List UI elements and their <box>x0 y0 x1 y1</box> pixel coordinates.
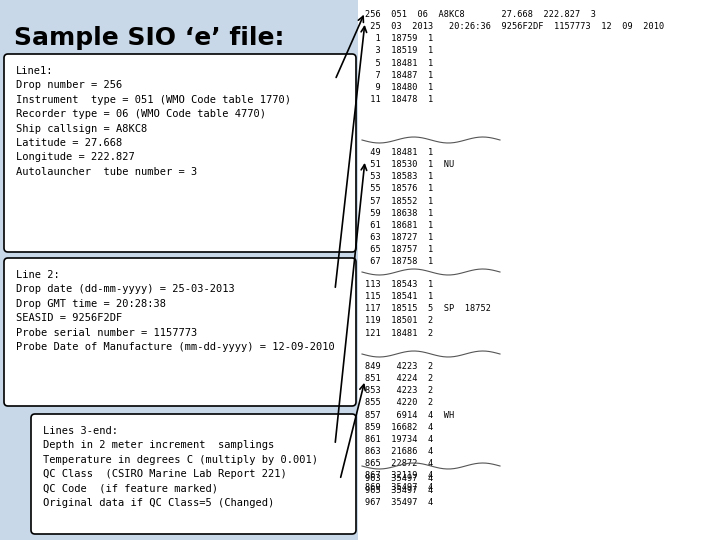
Text: Line1:
Drop number = 256
Instrument  type = 051 (WMO Code table 1770)
Recorder t: Line1: Drop number = 256 Instrument type… <box>16 66 291 177</box>
Text: 256  051  06  A8KC8       27.668  222.827  3
 25  03  2013   20:26:36  9256F2DF : 256 051 06 A8KC8 27.668 222.827 3 25 03 … <box>365 10 665 104</box>
FancyBboxPatch shape <box>4 54 356 252</box>
Bar <box>358 0 720 540</box>
Text: Line 2:
Drop date (dd-mm-yyyy) = 25-03-2013
Drop GMT time = 20:28:38
SEASID = 92: Line 2: Drop date (dd-mm-yyyy) = 25-03-2… <box>16 270 335 352</box>
Text: 49  18481  1
 51  18530  1  NU
 53  18583  1
 55  18576  1
 57  18552  1
 59  18: 49 18481 1 51 18530 1 NU 53 18583 1 55 1… <box>365 148 454 266</box>
Text: 849   4223  2
851   4224  2
853   4223  2
855   4220  2
857   6914  4  WH
859  1: 849 4223 2 851 4224 2 853 4223 2 855 422… <box>365 362 454 492</box>
Text: 963  35497  4
965  35497  4
967  35497  4: 963 35497 4 965 35497 4 967 35497 4 <box>365 474 433 507</box>
Text: Lines 3-end:
Depth in 2 meter increment  samplings
Temperature in degrees C (mul: Lines 3-end: Depth in 2 meter increment … <box>43 426 318 508</box>
FancyBboxPatch shape <box>4 258 356 406</box>
Text: Sample SIO ‘e’ file:: Sample SIO ‘e’ file: <box>14 26 284 50</box>
FancyBboxPatch shape <box>31 414 356 534</box>
Text: 113  18543  1
115  18541  1
117  18515  5  SP  18752
119  18501  2
121  18481  2: 113 18543 1 115 18541 1 117 18515 5 SP 1… <box>365 280 491 338</box>
